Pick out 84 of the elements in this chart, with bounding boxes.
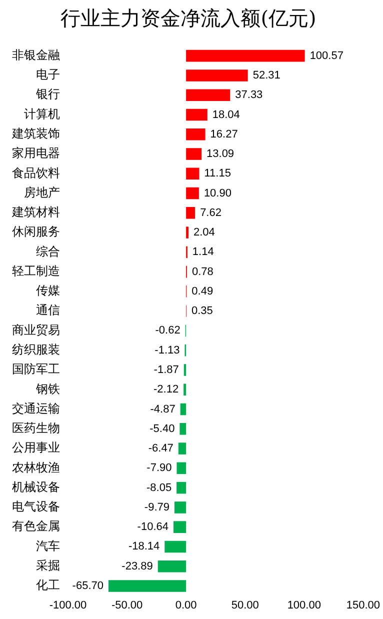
y-tick-label: 有色金属 [12, 519, 60, 534]
data-label: 10.90 [204, 187, 232, 200]
x-tick-label: -50.00 [111, 599, 143, 612]
y-tick-label: 轻工制造 [12, 264, 60, 278]
data-label: -1.13 [154, 344, 180, 356]
bar [158, 560, 186, 572]
bar [180, 423, 186, 435]
bar [180, 403, 186, 416]
bar [186, 187, 199, 200]
y-tick-label: 家用电器 [12, 146, 60, 160]
bar [186, 148, 202, 160]
bar [108, 580, 186, 592]
y-tick-label: 机械设备 [12, 480, 60, 494]
data-label: -9.79 [144, 501, 170, 514]
data-label: 100.57 [310, 50, 344, 62]
data-label: 13.09 [206, 148, 234, 160]
y-tick-label: 建筑材料 [11, 205, 60, 220]
bar [186, 70, 248, 82]
y-tick-label: 汽车 [36, 538, 60, 553]
bar [176, 482, 186, 494]
data-label: 18.04 [212, 108, 240, 121]
data-label: 0.49 [192, 285, 214, 298]
y-tick-label: 综合 [36, 244, 60, 258]
bar [184, 384, 186, 396]
bar [174, 502, 186, 514]
data-label: -2.12 [153, 384, 179, 396]
y-tick-label: 非银金融 [12, 48, 60, 62]
data-label: 0.35 [191, 305, 213, 318]
data-label: -18.14 [128, 540, 160, 553]
bar [184, 364, 186, 376]
bar [164, 540, 186, 553]
data-label: 11.15 [204, 168, 231, 180]
y-tick-label: 计算机 [24, 106, 60, 121]
data-label: -65.70 [72, 580, 104, 592]
y-tick-label: 电子 [36, 68, 60, 82]
data-label: -23.89 [122, 560, 153, 572]
y-tick-label: 房地产 [24, 185, 60, 200]
y-tick-label: 采掘 [36, 558, 60, 572]
y-tick-label: 传媒 [36, 284, 60, 298]
chart-title: 行业主力资金净流入额(亿元) [60, 6, 316, 30]
y-tick-label: 国防军工 [12, 362, 60, 376]
data-label: 16.27 [210, 128, 238, 140]
bar [178, 442, 186, 454]
data-label: -6.47 [148, 442, 174, 455]
bar [186, 168, 200, 180]
data-label: 37.33 [235, 89, 263, 102]
data-label: 2.04 [193, 226, 215, 239]
bar [186, 50, 305, 62]
x-tick-label: 100.00 [287, 599, 321, 612]
data-label: 52.31 [252, 69, 280, 82]
y-tick-label: 银行 [35, 87, 60, 102]
y-tick-label: 商业贸易 [12, 322, 60, 337]
y-tick-label: 纺织服装 [12, 342, 60, 356]
data-label: -7.90 [146, 462, 172, 474]
data-label: 0.78 [192, 266, 214, 278]
bar [186, 89, 230, 101]
data-label: -1.87 [154, 364, 179, 376]
y-tick-label: 交通运输 [12, 401, 60, 416]
y-tick-label: 医药生物 [12, 421, 60, 436]
data-label: -10.64 [137, 521, 169, 534]
data-label: -5.40 [150, 422, 175, 435]
data-label: 1.14 [192, 246, 214, 258]
y-tick-label: 食品饮料 [12, 166, 60, 180]
y-tick-label: 农林牧渔 [12, 460, 60, 474]
y-tick-label: 休闲服务 [12, 224, 60, 239]
y-tick-label: 化工 [36, 578, 60, 592]
y-tick-label: 建筑装饰 [11, 126, 60, 140]
bar [176, 462, 186, 474]
y-tick-label: 电气设备 [12, 500, 60, 514]
data-label: -0.62 [155, 324, 180, 337]
x-tick-label: -100.00 [49, 599, 87, 612]
data-label: 7.62 [200, 206, 222, 219]
x-tick-label: 0.00 [175, 599, 197, 612]
data-label: -8.05 [146, 482, 172, 494]
y-tick-label: 公用事业 [12, 440, 60, 455]
x-tick-label: 50.00 [231, 599, 259, 612]
bar [186, 207, 196, 219]
data-label: -4.87 [150, 403, 176, 416]
y-tick-label: 通信 [36, 303, 60, 318]
bar [186, 108, 208, 121]
bar [186, 128, 206, 140]
x-tick-label: 150.00 [346, 599, 380, 612]
bar [174, 521, 186, 533]
y-tick-label: 钢铁 [35, 382, 60, 396]
